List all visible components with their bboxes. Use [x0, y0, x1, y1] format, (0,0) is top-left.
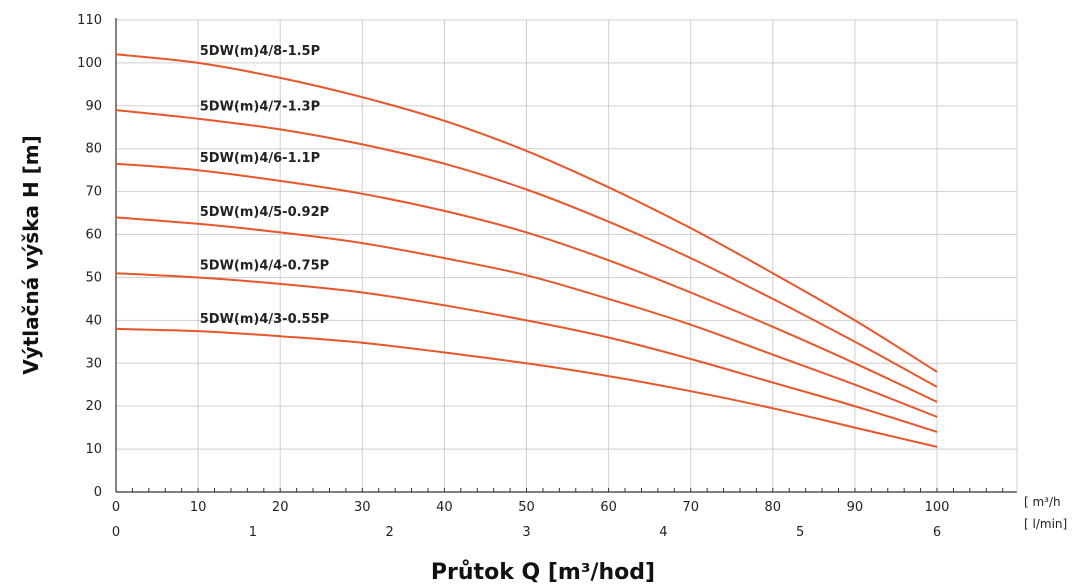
x-tick-label-top: 10	[190, 500, 207, 515]
series-label: 5DW(m)4/8-1.5P	[200, 44, 320, 59]
x-tick-label-bottom: 4	[659, 525, 667, 540]
curve-layer	[115, 53, 938, 448]
y-tick-label: 10	[85, 442, 102, 457]
pump-curve-line	[115, 327, 938, 448]
x-tick-label-top: 0	[112, 500, 120, 515]
grid-layer	[115, 19, 1017, 493]
x-tick-label-top: 40	[436, 500, 453, 515]
series-label: 5DW(m)4/5-0.92P	[200, 205, 329, 220]
x-tick-label-bottom: 0	[112, 525, 120, 540]
y-tick-label: 60	[85, 228, 102, 243]
x-tick-label-bottom: 1	[249, 525, 257, 540]
pump-curve-line	[115, 162, 938, 403]
x-tick-label-top: 50	[518, 500, 535, 515]
label-layer: 5DW(m)4/8-1.5P 5DW(m)4/7-1.3P 5DW(m)4/6-1.…	[200, 44, 329, 327]
x-tick-label-top: 70	[682, 500, 699, 515]
y-tick-label: 0	[94, 485, 102, 500]
x-tick-label-top: 100	[925, 500, 950, 515]
y-tick-label: 90	[85, 99, 102, 114]
x-tick-label-top: 60	[600, 500, 617, 515]
x-tick-label-top: 20	[272, 500, 289, 515]
x-tick-label-bottom: 2	[386, 525, 394, 540]
y-tick-label: 110	[77, 13, 102, 28]
x-axis-title: Průtok Q [m³/hod]	[431, 560, 655, 585]
x-tick-label-top: 80	[765, 500, 782, 515]
pump-curve-line	[115, 272, 938, 433]
y-axis-title: Výtlačná výška H [m]	[19, 135, 43, 375]
y-tick-label: 40	[85, 313, 102, 328]
y-tick-label: 80	[85, 142, 102, 157]
pump-curve-line	[115, 109, 938, 388]
y-tick-label: 50	[85, 270, 102, 285]
y-tick-label: 20	[85, 399, 102, 414]
axis-layer	[115, 18, 1018, 493]
y-tick-label: 30	[85, 356, 102, 371]
x-tick-label-top: 90	[847, 500, 864, 515]
series-label: 5DW(m)4/3-0.55P	[200, 312, 329, 327]
pump-curve-line	[115, 53, 938, 373]
series-label: 5DW(m)4/6-1.1P	[200, 151, 320, 166]
series-label: 5DW(m)4/4-0.75P	[200, 258, 329, 273]
y-tick-label: 70	[85, 185, 102, 200]
x-tick-label-bottom: 3	[522, 525, 530, 540]
pump-curve-line	[115, 216, 938, 418]
series-label: 5DW(m)4/7-1.3P	[200, 100, 320, 115]
x-unit-top: [ m³/h	[1024, 495, 1061, 509]
x-tick-label-bottom: 5	[796, 525, 804, 540]
x-tick-label-top: 30	[354, 500, 371, 515]
y-tick-label: 100	[77, 56, 102, 71]
x-unit-bottom: [ l/min]	[1024, 517, 1067, 531]
x-tick-label-bottom: 6	[933, 525, 941, 540]
